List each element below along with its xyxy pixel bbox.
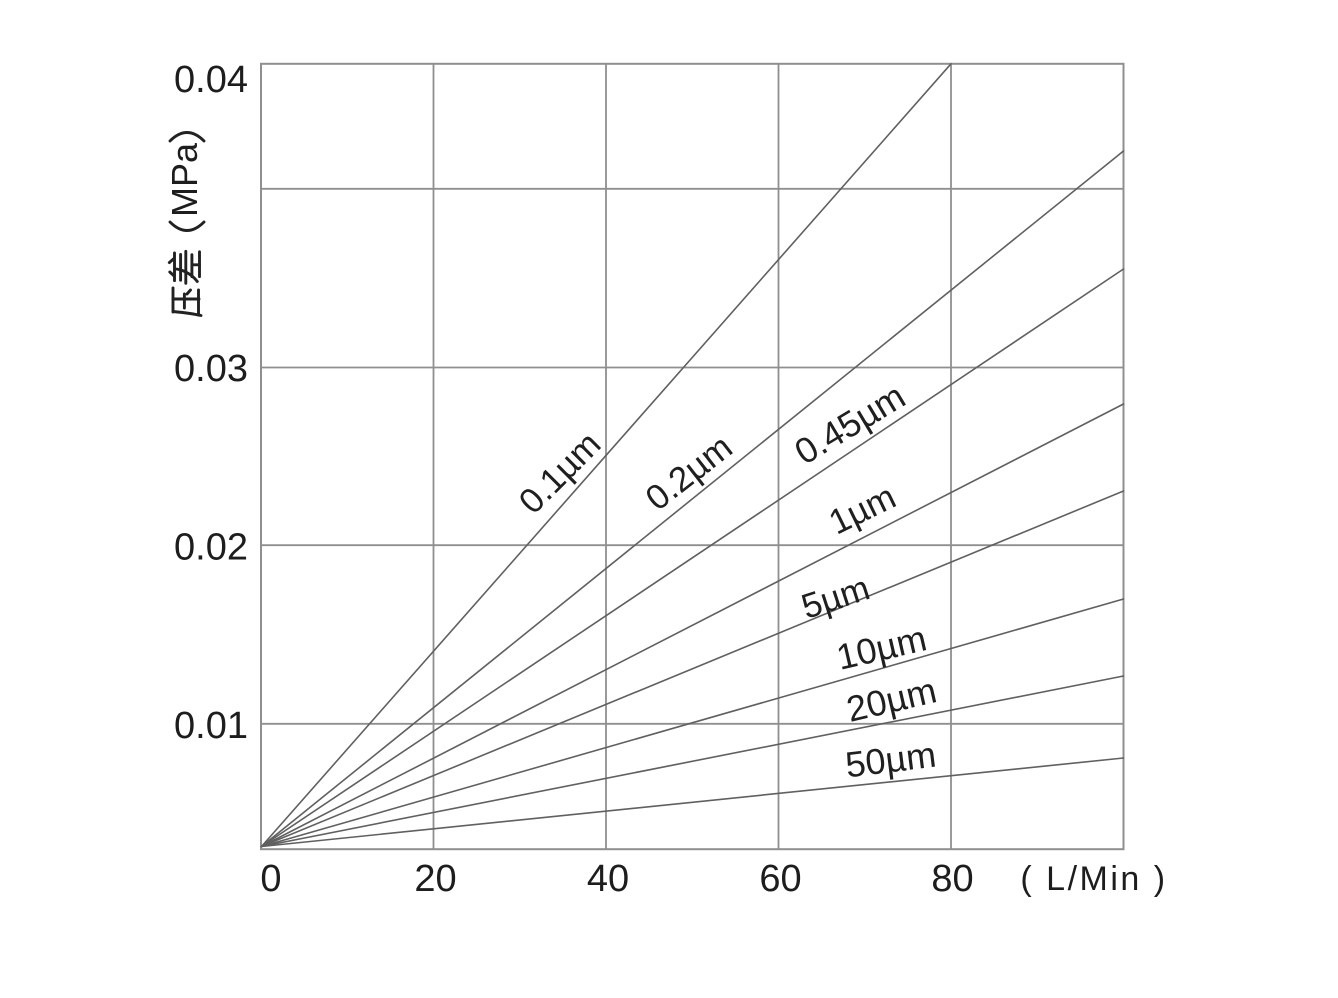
svg-text:80: 80 <box>931 858 973 900</box>
svg-text:MPa: MPa <box>164 142 205 217</box>
svg-text:0.01: 0.01 <box>174 705 248 747</box>
svg-text:40: 40 <box>587 858 629 900</box>
svg-text:0: 0 <box>260 858 281 900</box>
svg-text:0.03: 0.03 <box>174 348 248 390</box>
svg-text:0.02: 0.02 <box>174 527 248 569</box>
svg-text:( L/Min ): ( L/Min ) <box>1020 860 1167 898</box>
svg-text:0.04: 0.04 <box>174 59 248 101</box>
svg-text:20: 20 <box>414 858 456 900</box>
svg-text:60: 60 <box>759 858 801 900</box>
